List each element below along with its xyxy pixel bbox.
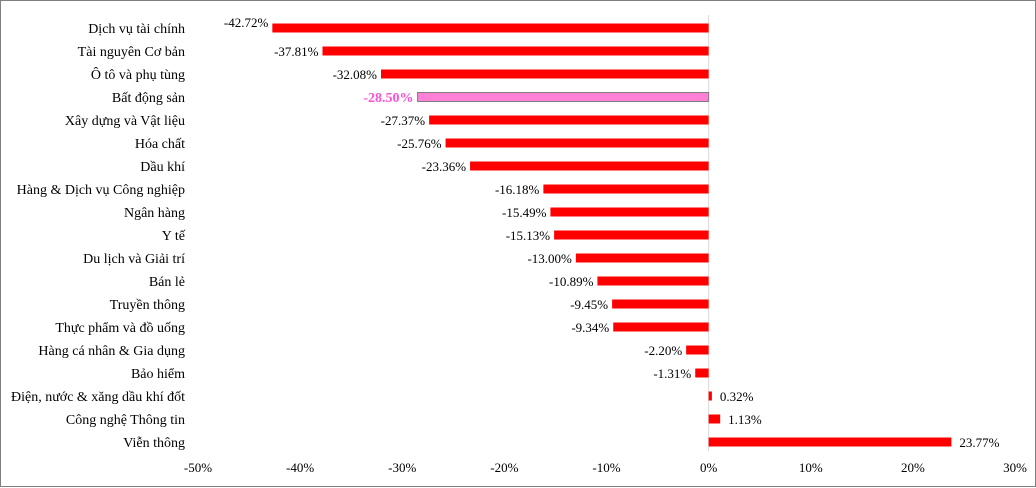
value-label: -23.36%: [422, 159, 467, 174]
x-tick-label: -10%: [592, 460, 620, 475]
bar: [575, 253, 709, 263]
bar: [470, 161, 709, 171]
value-label: -2.20%: [644, 343, 682, 358]
value-label: -27.37%: [381, 113, 426, 128]
category-label: Bán lẻ: [149, 275, 185, 290]
value-label: -32.08%: [333, 67, 378, 82]
category-label: Truyền thông: [110, 298, 185, 313]
value-label: -10.89%: [549, 274, 594, 289]
bar: [612, 299, 709, 309]
value-label: -42.72%: [224, 15, 269, 30]
bar: [272, 23, 709, 33]
category-label: Ngân hàng: [124, 206, 185, 221]
category-label: Y tế: [162, 229, 186, 244]
bar: [708, 437, 952, 447]
category-label: Viễn thông: [123, 436, 185, 451]
highlighted-bar: [417, 92, 710, 102]
bar: [686, 345, 709, 355]
value-label: 23.77%: [959, 435, 999, 450]
bar: [708, 391, 712, 401]
x-tick-label: 20%: [901, 460, 925, 475]
bar: [554, 230, 709, 240]
category-label: Điện, nước & xăng dầu khí đốt: [11, 390, 185, 405]
category-label: Công nghệ Thông tin: [66, 413, 185, 428]
category-label: Tài nguyên Cơ bản: [78, 45, 185, 60]
x-tick-label: -20%: [490, 460, 518, 475]
bar: [695, 368, 709, 378]
bar: [543, 184, 709, 194]
x-tick-label: -50%: [184, 460, 212, 475]
value-label: -15.49%: [502, 205, 547, 220]
category-label: Bất động sản: [112, 91, 185, 106]
category-label: Ô tô và phụ tùng: [91, 66, 185, 83]
category-label: Hóa chất: [135, 137, 185, 152]
category-label: Bảo hiểm: [131, 367, 185, 382]
x-tick-label: -40%: [286, 460, 314, 475]
value-label: -13.00%: [527, 251, 572, 266]
category-label: Thực phẩm và đồ uống: [55, 321, 185, 336]
bar: [597, 276, 709, 286]
value-label: -9.34%: [571, 320, 609, 335]
value-label: 0.32%: [720, 389, 754, 404]
value-label: -37.81%: [274, 44, 319, 59]
category-label: Hàng & Dịch vụ Công nghiệp: [17, 183, 185, 198]
bar: [429, 115, 709, 125]
category-label: Du lịch và Giải trí: [83, 252, 185, 267]
x-tick-label: 30%: [1003, 460, 1027, 475]
value-label: -25.76%: [397, 136, 442, 151]
category-label: Hàng cá nhân & Gia dụng: [38, 344, 185, 359]
x-tick-label: 0%: [700, 460, 718, 475]
value-label: -16.18%: [495, 182, 540, 197]
value-label: -28.50%: [363, 91, 413, 106]
bar: [381, 69, 709, 79]
bar: [322, 46, 709, 56]
category-label: Xây dựng và Vật liệu: [65, 114, 185, 129]
bar: [550, 207, 709, 217]
x-tick-label: -30%: [388, 460, 416, 475]
bar: [613, 322, 709, 332]
value-label: -9.45%: [570, 297, 608, 312]
bar: [708, 414, 721, 424]
category-label: Dịch vụ tài chính: [88, 22, 185, 37]
x-tick-label: 10%: [799, 460, 823, 475]
value-label: -15.13%: [506, 228, 551, 243]
bar: [445, 138, 709, 148]
value-label: 1.13%: [728, 412, 762, 427]
value-label: -1.31%: [653, 366, 691, 381]
category-label: Dầu khí: [140, 160, 185, 175]
